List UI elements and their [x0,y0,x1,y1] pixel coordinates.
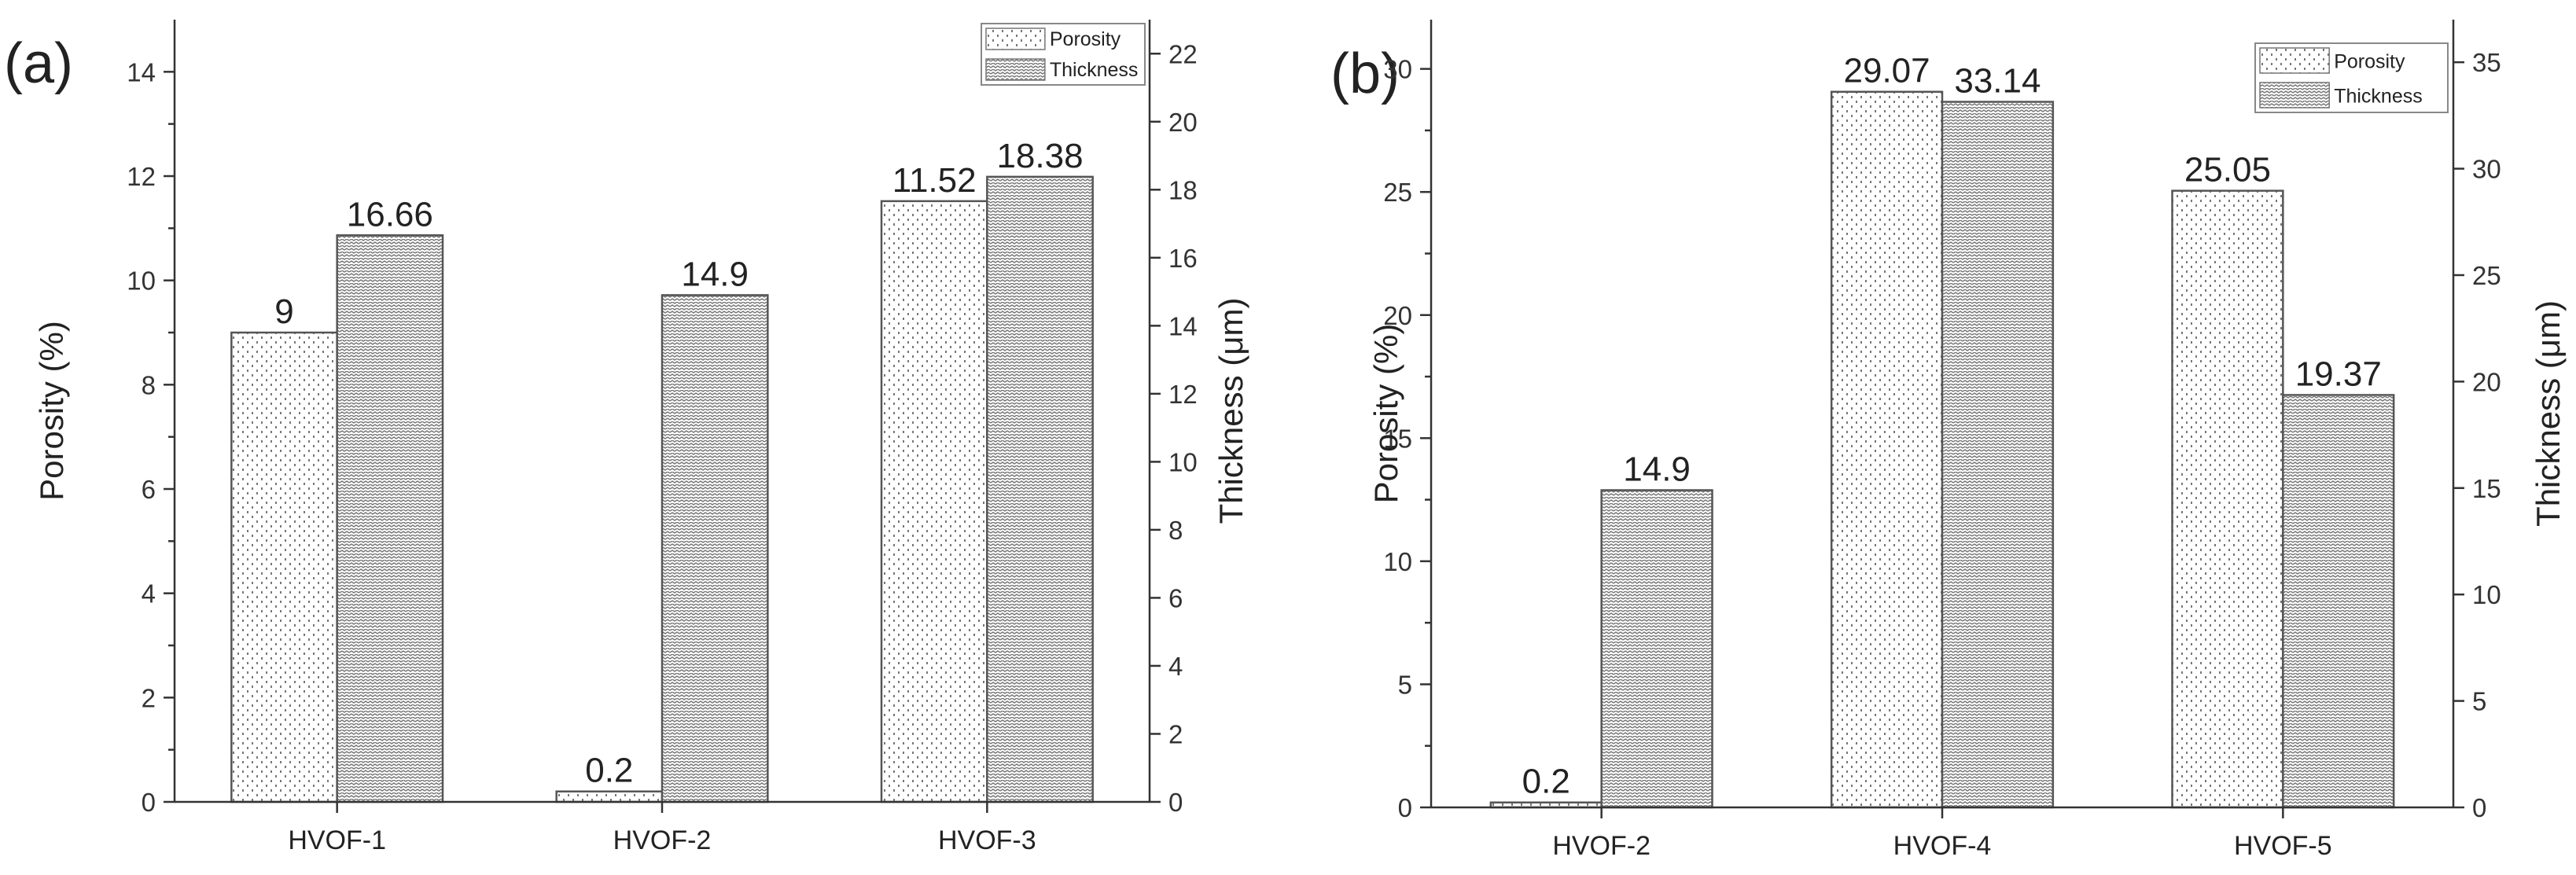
bar-thickness-hvof-2 [1600,489,1713,809]
data-label-porosity-hvof-2: 0.2 [1522,763,1570,801]
x-tick-label: HVOF-3 [938,825,1036,855]
y-axis-title-right: Thickness (μm) [2530,300,2567,527]
x-tick-label: HVOF-4 [1893,831,1992,861]
y-tick-label-left: 2 [142,683,156,712]
panel-label: (b) [1330,42,1400,105]
x-tick-label: HVOF-2 [613,825,712,855]
y-tick-label-right: 6 [1168,583,1183,612]
x-tick-label: HVOF-1 [288,825,386,855]
y-axis-title-left: Porosity (%) [33,321,70,501]
legend-label-thickness: Thickness [2334,86,2423,108]
data-label-thickness-hvof-3: 18.38 [996,137,1083,175]
bar-porosity-hvof-4 [1830,90,1944,809]
x-tick-label: HVOF-5 [2234,831,2332,861]
bar-porosity-hvof-5 [2171,189,2284,809]
data-label-porosity-hvof-5: 25.05 [2184,151,2271,189]
legend-swatch-porosity [985,28,1046,50]
y-tick-label-right: 4 [1168,652,1183,681]
panel-label: (a) [4,32,73,95]
legend-label-porosity: Porosity [2334,51,2405,73]
y-tick-label-right: 22 [1168,39,1198,68]
legend-swatch-porosity [2259,47,2330,74]
panel-a-chart: (a) 9 16.66 HVOF-1 0.2 14.9 HVOF-2 11.52 18.38 HV… [4,20,1249,855]
y-tick-label-right: 10 [2472,580,2501,609]
y-tick-label-right: 14 [1168,311,1198,340]
y-tick-label-left: 12 [127,162,156,191]
y-tick-label-left: 0 [1398,793,1412,822]
y-tick-label-right: 0 [2472,793,2486,822]
bar-thickness-hvof-5 [2282,394,2395,809]
data-label-thickness-hvof-4: 33.14 [1954,62,2041,101]
bar-thickness-hvof-2 [661,294,769,803]
y-tick-label-right: 15 [2472,474,2501,503]
y-tick-label-left: 4 [142,579,156,608]
y-tick-label-left: 15 [1383,424,1412,453]
data-label-thickness-hvof-5: 19.37 [2295,355,2382,393]
y-tick-label-left: 20 [1383,301,1412,330]
y-tick-label-right: 18 [1168,175,1198,204]
data-label-porosity-hvof-2: 0.2 [585,752,633,790]
y-tick-label-right: 35 [2472,48,2501,77]
y-tick-label-left: 8 [142,370,156,399]
y-tick-label-left: 6 [142,475,156,504]
y-tick-label-left: 14 [127,57,156,86]
y-tick-label-left: 10 [127,267,156,296]
y-tick-label-right: 16 [1168,244,1198,273]
legend-swatch-thickness [2259,82,2330,108]
data-label-thickness-hvof-1: 16.66 [347,195,433,233]
bar-porosity-hvof-3 [880,200,988,803]
y-tick-label-right: 25 [2472,261,2501,290]
data-label-porosity-hvof-4: 29.07 [1844,52,1930,90]
y-tick-label-right: 20 [2472,367,2501,396]
data-label-thickness-hvof-2: 14.9 [1623,450,1691,488]
legend-label-thickness: Thickness [1050,59,1139,81]
legend-swatch-thickness [985,58,1046,81]
x-tick-label: HVOF-2 [1552,831,1650,861]
y-tick-label-left: 0 [142,788,156,817]
bar-thickness-hvof-3 [986,175,1094,803]
y-tick-label-left: 10 [1383,547,1412,576]
bar-porosity-hvof-2 [555,790,664,803]
y-tick-label-left: 25 [1383,178,1412,207]
y-tick-label-right: 5 [2472,687,2486,716]
data-label-thickness-hvof-2: 14.9 [681,255,749,293]
data-label-porosity-hvof-3: 11.52 [892,161,977,200]
y-axis-title-right: Thickness (μm) [1213,298,1249,524]
y-tick-label-right: 8 [1168,516,1183,545]
y-tick-label-left: 5 [1398,670,1412,699]
y-axis-title-left: Porosity (%) [1367,324,1404,504]
panel-b-chart: (b) 0.2 14.9 HVOF-2 29.07 33.14 HVOF-4 25.05 19.… [1330,20,2567,861]
bar-thickness-hvof-1 [336,234,444,803]
y-tick-label-right: 2 [1168,719,1183,748]
bar-porosity-hvof-1 [230,331,338,803]
y-tick-label-left: 30 [1383,55,1412,84]
y-tick-label-right: 10 [1168,447,1198,476]
y-tick-label-right: 12 [1168,380,1198,409]
data-label-porosity-hvof-1: 9 [274,292,293,331]
y-tick-label-right: 20 [1168,108,1198,137]
bar-thickness-hvof-4 [1941,101,2055,809]
y-tick-label-right: 30 [2472,155,2501,184]
legend-label-porosity: Porosity [1050,28,1121,50]
y-tick-label-right: 0 [1168,788,1183,817]
